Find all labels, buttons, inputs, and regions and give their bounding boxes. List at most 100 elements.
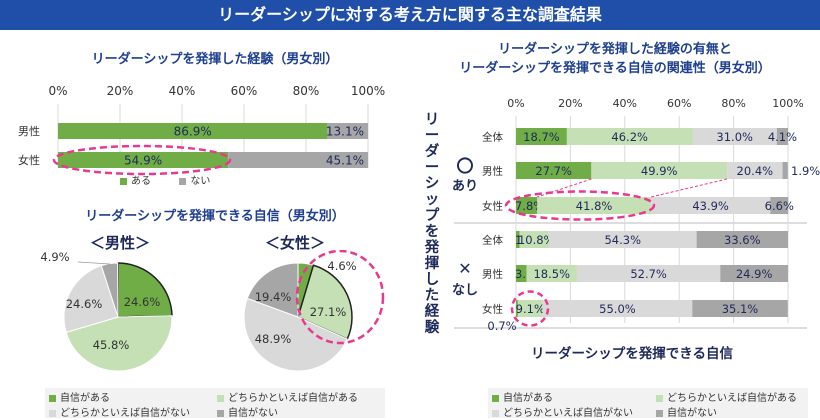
chart1-x-tick: 60% [231,84,258,98]
chart3-bar-segment [537,197,651,214]
legend-label-somewhat-not: どちらかといえば自信がない [60,408,190,419]
chart3-data-label: 18.7% [523,130,560,144]
pie-female-highlight-ellipse [295,250,385,345]
chart3-bar-segment [692,128,777,145]
legend-swatch-somewhat-not [49,409,56,417]
page-banner: リーダーシップに対する考え方に関する主な調査結果 [0,0,820,30]
pie-male-slice [63,265,119,334]
chart1-bar-yes [58,152,229,168]
pie-female-slice [243,297,348,372]
chart3-data-label: 46.2% [611,130,648,144]
pie-male-data-label: 45.8% [93,338,130,352]
chart3-bar-segment [548,231,697,248]
chart3-category-label: 女性 [482,200,503,213]
chart3-connector-line [537,178,592,198]
chart3-bar-segment [782,162,788,179]
chart1-category-label: 女性 [18,153,40,167]
pie-female-slice [297,264,353,341]
chart1-x-tick: 0% [48,84,67,98]
chart3-bar-segment [516,231,520,248]
legend3-swatch-somewhat-confident [656,394,663,402]
chart3-data-label: 41.8% [576,199,613,213]
chart3-bar-segment [526,265,577,282]
chart3-x-title: リーダーシップを発揮できる自信 [531,345,733,362]
chart3-data-label: 43.9% [692,199,729,213]
legend-label-somewhat-confident: どちらかといえば自信がある [228,393,358,404]
chart3-connector-line [650,178,728,198]
legend3-label-confident: 自信がある [503,393,553,404]
chart3-group-yes-mark: 〇 [457,157,474,177]
chart3-bar-segment [516,128,567,145]
chart3-bar-chart: リーダーシップを発揮した経験 〇あり ✕ なし 0% 20% 40% 60% 80% 100% 全体… [424,97,820,362]
chart3-bar-segment [591,162,728,179]
chart3-y-title-char: ー [425,160,440,176]
chart3-bar-segment [516,197,538,214]
chart1-x-tick: 80% [293,84,320,98]
chart3-category-label: 全体 [482,234,503,247]
chart1-data-label: 13.1% [326,125,364,139]
chart3-data-label: 52.7% [630,267,667,281]
pie-female-data-label: 19.4% [255,290,292,304]
legend-swatch-yes [120,177,127,185]
chart3-bar-segment [692,300,788,317]
chart3-data-label: 1.9% [791,164,820,178]
legend-label-not: 自信がない [228,408,278,419]
chart3-category-label: 女性 [482,303,503,316]
chart3-title-line1: リーダーシップを発揮した経験の有無と [498,42,732,57]
chart3-bar-segment [576,265,721,282]
chart3-title-line2: リーダーシップを発揮できる自信の関連性（男女別） [459,61,771,76]
chart3-bar-segment [727,162,783,179]
legend-swatch-not [217,409,224,417]
chart1-bar-no [327,123,368,139]
chart3-bar-segment [720,265,788,282]
pie-charts: 24.6% 45.8% 24.6% 4.9% 4.6% 27.1% 48.9% 19.4% [40,250,385,372]
chart3-x-tick: 20% [558,97,582,110]
chart1-bar-yes [58,123,328,139]
chart3-data-label: 7.8% [515,199,544,213]
chart3-bar-segment [566,128,693,145]
chart3-bar-segment [770,197,789,214]
chart3-group-no-mark: ✕ [458,259,471,278]
chart3-highlight-ellipse-yes [504,190,656,221]
chart1-title: リーダーシップを発揮した経験（男女別） [91,52,339,67]
legend-swatch-confident [49,394,56,402]
chart3-data-label: 35.1% [722,302,759,316]
chart3-x-tick: 60% [667,97,691,110]
chart3-y-title-char: を [425,223,440,240]
chart3-y-title-char: 揮 [425,254,440,272]
legend-label-confident: 自信がある [60,393,110,404]
chart3-data-label: 33.6% [724,233,761,247]
chart3-y-title-char: ダ [425,142,440,160]
legend-swatch-somewhat-confident [217,394,224,402]
chart1-x-tick: 40% [169,84,196,98]
chart3-data-label: 20.4% [737,164,774,178]
chart3-x-tick: 80% [721,97,745,110]
legend3-label-somewhat-confident: どちらかといえば自信がある [667,393,797,404]
chart3-data-label: 49.9% [641,164,678,178]
chart3-data-label: 31.0% [716,130,753,144]
chart3-y-title-char: 験 [425,318,440,336]
chart3-bar-segment [516,265,527,282]
chart3-group-no-label: なし [452,283,478,298]
chart3-data-label: 0.7% [487,319,516,333]
chart3-data-label: 4.1% [768,130,797,144]
pie-male-data-label: 4.9% [40,250,69,264]
chart1-data-label: 86.9% [174,125,212,139]
chart1-legend: ある ない [120,172,210,187]
pie-male-data-label: 24.6% [124,295,161,309]
legend3-label-somewhat-not: どちらかといえば自信がない [503,408,633,419]
chart3-y-title-char: リ [425,112,440,128]
legend-label-no: ない [190,176,211,187]
chart3-bar-segment [516,162,592,179]
chart3-data-label: 6.6% [765,199,794,213]
chart1-x-tick: 100% [351,84,385,98]
pie-female-data-label: 27.1% [310,305,347,319]
legend3-swatch-somewhat-not [492,409,499,417]
chart3-category-label: 男性 [482,165,503,178]
pie-male-slice [117,262,173,318]
pie-male-data-label: 24.6% [66,297,103,311]
legend3-label-not: 自信がない [667,408,717,419]
legend3-swatch-not [656,409,663,417]
chart3-bar-segment [517,300,543,317]
chart3-data-label: 27.7% [535,164,572,178]
